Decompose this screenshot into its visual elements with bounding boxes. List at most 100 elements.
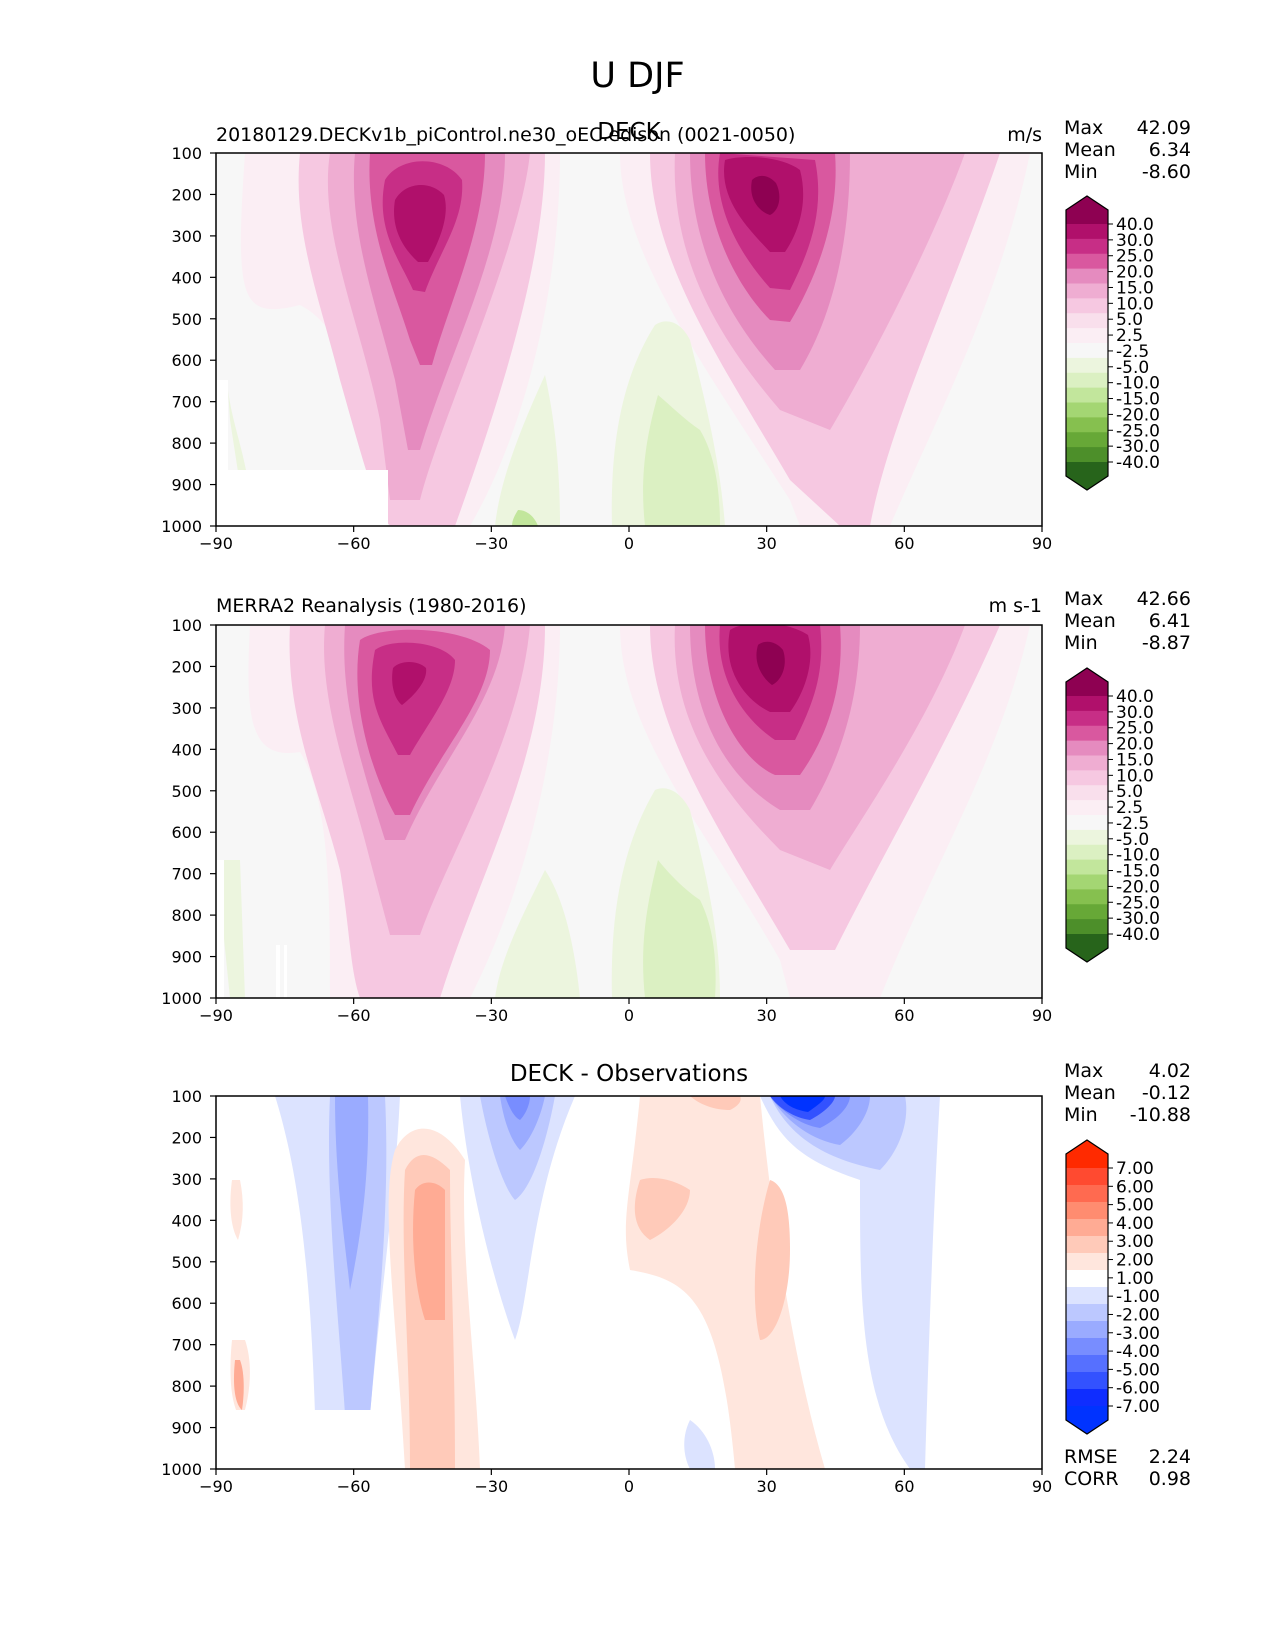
colorbar-label: 20.0 xyxy=(1116,263,1154,283)
colorbar-swatch xyxy=(1066,770,1108,786)
colorbar-swatch xyxy=(1066,357,1108,374)
axes-layer: −90 −60 −30 0 30 60 90100200300400500600700800… xyxy=(161,144,1160,1496)
colorbar-label: -40.0 xyxy=(1116,925,1160,945)
x-tick-label: 0 xyxy=(624,1477,634,1496)
x-tick-label: −30 xyxy=(474,1477,508,1496)
colorbar-label: -20.0 xyxy=(1116,405,1160,425)
colorbar-swatch xyxy=(1066,417,1108,433)
panel2-units: m s-1 xyxy=(988,595,1042,617)
colorbar-label: -4.00 xyxy=(1116,1342,1160,1362)
colorbar-label: -3.00 xyxy=(1116,1324,1160,1344)
y-tick-label: 100 xyxy=(171,616,202,635)
colorbar-swatch xyxy=(1066,800,1108,816)
y-tick-label: 400 xyxy=(171,740,202,759)
colorbar-swatch xyxy=(1066,283,1108,299)
colorbar-swatch xyxy=(1066,238,1108,255)
colorbar-swatch xyxy=(1066,696,1108,712)
colorbar-swatch xyxy=(1066,1304,1108,1322)
colorbar-label: -30.0 xyxy=(1116,909,1160,929)
colorbar-label: -2.5 xyxy=(1116,342,1149,362)
colorbar-extend-bottom xyxy=(1066,1406,1108,1434)
panel1-center-title: DECK xyxy=(597,119,661,145)
colorbar-swatch xyxy=(1066,1236,1108,1254)
colorbar-label: 2.5 xyxy=(1116,326,1143,346)
colorbar-swatch xyxy=(1066,298,1108,314)
x-tick-label: 60 xyxy=(894,1477,914,1496)
y-tick-label: 600 xyxy=(171,823,202,842)
panel1-min-label: Min xyxy=(1064,161,1098,183)
colorbar-swatch xyxy=(1066,874,1108,890)
panel3-max-label: Max xyxy=(1064,1060,1104,1082)
colorbar-swatch xyxy=(1066,740,1108,756)
colorbar-swatch xyxy=(1066,343,1108,359)
colorbar-label: 30.0 xyxy=(1116,703,1154,723)
colorbar-swatch xyxy=(1066,313,1108,329)
colorbar-swatch xyxy=(1066,224,1108,240)
colorbar-label: 20.0 xyxy=(1116,735,1154,755)
colorbar-label: 15.0 xyxy=(1116,278,1154,298)
colorbar-swatch xyxy=(1066,725,1108,742)
panel3-mean-value: -0.12 xyxy=(1141,1082,1191,1104)
x-tick-label: 60 xyxy=(894,534,914,553)
panel-deck-field xyxy=(215,152,1043,527)
colorbar-label: -5.00 xyxy=(1116,1360,1160,1380)
colorbar-swatch xyxy=(1066,402,1108,418)
colorbar-label: 25.0 xyxy=(1116,247,1154,267)
y-tick-label: 300 xyxy=(171,699,202,718)
colorbar-swatch xyxy=(1066,372,1108,389)
colorbar-swatch xyxy=(1066,1219,1108,1237)
colorbar-swatch xyxy=(1066,755,1108,771)
colorbar-swatch xyxy=(1066,904,1108,920)
contour-fill-merra2 xyxy=(216,625,1042,998)
colorbar-label: 7.00 xyxy=(1116,1159,1154,1179)
panel2-min-label: Min xyxy=(1064,632,1098,654)
colorbar-label: 40.0 xyxy=(1116,687,1154,707)
y-tick-label: 500 xyxy=(171,782,202,801)
colorbar-swatch xyxy=(1066,1372,1108,1390)
panel1-units: m/s xyxy=(1007,124,1042,146)
panel-difference-field xyxy=(215,1095,1043,1470)
x-tick-label: 0 xyxy=(624,534,634,553)
y-tick-label: 200 xyxy=(171,657,202,676)
y-tick-label: 500 xyxy=(171,310,202,329)
panel2-mean-label: Mean xyxy=(1064,610,1116,632)
y-tick-label: 200 xyxy=(171,185,202,204)
panel3-corr-value: 0.98 xyxy=(1148,1468,1191,1490)
colorbar-label: -25.0 xyxy=(1116,893,1160,913)
y-tick-label: 500 xyxy=(171,1253,202,1272)
x-tick-label: −90 xyxy=(199,534,233,553)
colorbar-label: -25.0 xyxy=(1116,421,1160,441)
y-tick-label: 1000 xyxy=(161,1460,202,1479)
contour-fill-deck xyxy=(216,153,1042,526)
colorbar-outline xyxy=(1065,195,1109,491)
colorbar-label: 5.00 xyxy=(1116,1196,1154,1216)
colorbar-label: -6.00 xyxy=(1116,1379,1160,1399)
colorbar-swatch xyxy=(1066,859,1108,875)
colorbar-swatch xyxy=(1066,1321,1108,1339)
x-tick-label: 0 xyxy=(624,1006,634,1025)
colorbar-swatch xyxy=(1066,1270,1108,1288)
colorbar-label: -40.0 xyxy=(1116,453,1160,473)
colorbar-extend-top xyxy=(1066,196,1108,224)
x-tick-label: −30 xyxy=(474,1006,508,1025)
y-tick-label: 700 xyxy=(171,865,202,884)
panel3-corr-label: CORR xyxy=(1064,1468,1119,1490)
colorbar-swatch xyxy=(1066,447,1108,463)
colorbar-extend-top xyxy=(1066,1140,1108,1168)
colorbar-swatch xyxy=(1066,328,1108,344)
colorbar-swatch xyxy=(1066,253,1108,270)
colorbar-label: -20.0 xyxy=(1116,877,1160,897)
panel3-center-title: DECK - Observations xyxy=(509,1061,749,1087)
x-tick-label: 90 xyxy=(1032,1006,1052,1025)
panel2-mean-value: 6.41 xyxy=(1148,610,1191,632)
colorbar-label: 30.0 xyxy=(1116,231,1154,251)
panel2-left-title: MERRA2 Reanalysis (1980-2016) xyxy=(216,595,527,617)
colorbar-swatch xyxy=(1066,1355,1108,1373)
panel3-rmse-value: 2.24 xyxy=(1148,1446,1191,1468)
colorbar-label: 2.00 xyxy=(1116,1251,1154,1271)
x-tick-label: −60 xyxy=(337,1477,371,1496)
x-tick-label: −90 xyxy=(199,1006,233,1025)
panel3-rmse-label: RMSE xyxy=(1064,1446,1118,1468)
x-tick-label: 90 xyxy=(1032,1477,1052,1496)
panel2-max-value: 42.66 xyxy=(1136,588,1191,610)
